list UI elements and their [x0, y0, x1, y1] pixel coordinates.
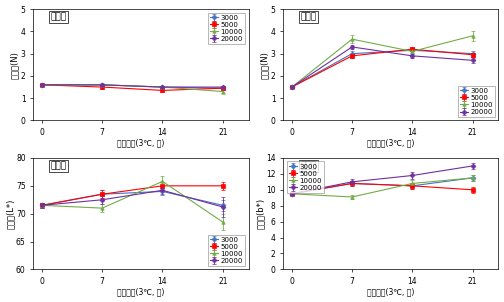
Text: 병재배: 병재배	[300, 161, 317, 170]
Text: 병재배: 병재배	[50, 12, 67, 21]
Legend: 3000, 5000, 10000, 20000: 3000, 5000, 10000, 20000	[287, 162, 324, 193]
X-axis label: 저장기간(3℃, 일): 저장기간(3℃, 일)	[117, 288, 165, 297]
Y-axis label: 대색도(b*): 대색도(b*)	[256, 198, 265, 229]
Legend: 3000, 5000, 10000, 20000: 3000, 5000, 10000, 20000	[458, 86, 495, 117]
X-axis label: 저장기간(3℃, 일): 저장기간(3℃, 일)	[367, 139, 414, 148]
Y-axis label: 대경도(N): 대경도(N)	[260, 51, 269, 79]
Text: 병재배: 병재배	[300, 12, 317, 21]
Y-axis label: 대색도(L*): 대색도(L*)	[6, 198, 15, 229]
Legend: 3000, 5000, 10000, 20000: 3000, 5000, 10000, 20000	[208, 235, 245, 266]
X-axis label: 저장기간(3℃, 일): 저장기간(3℃, 일)	[117, 139, 165, 148]
Y-axis label: 갓경도(N): 갓경도(N)	[11, 51, 20, 79]
Text: 병재배: 병재배	[50, 161, 67, 170]
X-axis label: 저장기간(3℃, 일): 저장기간(3℃, 일)	[367, 288, 414, 297]
Legend: 3000, 5000, 10000, 20000: 3000, 5000, 10000, 20000	[208, 12, 245, 44]
